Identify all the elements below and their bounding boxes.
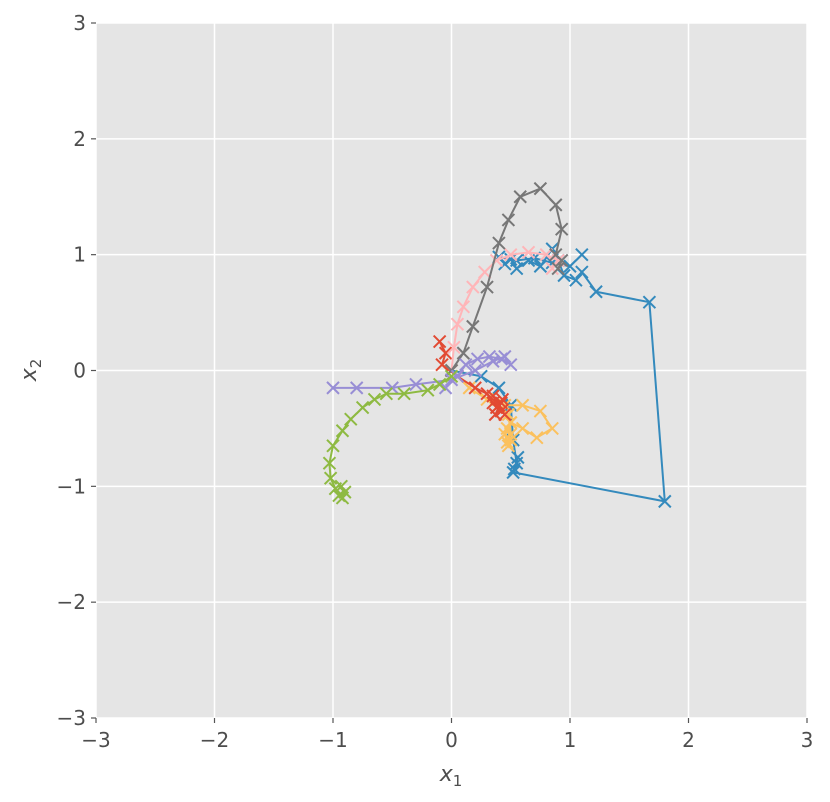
- data-point-marker: [501, 213, 516, 227]
- data-point-marker: [379, 386, 394, 401]
- y-tick-label: 3: [73, 11, 86, 35]
- data-point-marker: [549, 198, 563, 212]
- data-point-marker: [432, 377, 447, 392]
- data-point-marker: [447, 340, 461, 355]
- data-point-marker: [504, 415, 518, 430]
- data-point-marker: [477, 265, 492, 279]
- data-point-marker: [456, 346, 471, 360]
- data-point-marker: [488, 407, 503, 422]
- data-point-marker: [349, 381, 364, 395]
- data-point-marker: [554, 222, 569, 236]
- data-point-marker: [355, 400, 370, 415]
- y-axis-label: x2: [17, 359, 45, 383]
- x-tick-label: 2: [682, 728, 695, 752]
- x-axis-label: x1: [439, 762, 463, 790]
- data-point-marker: [456, 300, 471, 314]
- data-point-marker: [492, 381, 506, 395]
- y-axis-label-sub: 2: [27, 359, 45, 369]
- data-point-marker: [515, 398, 530, 412]
- data-point-marker: [569, 273, 583, 287]
- data-point-marker: [642, 295, 657, 309]
- data-point-marker: [533, 181, 548, 196]
- data-point-marker: [563, 259, 577, 273]
- data-point-marker: [504, 247, 518, 262]
- data-point-marker: [323, 471, 338, 485]
- data-point-marker: [344, 412, 358, 426]
- data-point-marker: [326, 439, 340, 453]
- x-tick-label: 1: [564, 728, 577, 752]
- data-point-marker: [470, 352, 485, 366]
- y-tick-label: −2: [57, 590, 86, 614]
- data-point-marker: [495, 392, 510, 407]
- data-point-marker: [507, 462, 522, 476]
- data-point-marker: [334, 479, 349, 494]
- data-point-marker: [575, 265, 589, 279]
- data-point-marker: [435, 358, 449, 372]
- x-tick-label: −2: [200, 728, 229, 752]
- data-point-marker: [322, 456, 337, 470]
- data-point-marker: [589, 285, 603, 299]
- data-point-marker: [466, 319, 480, 334]
- x-axis-label-main: x: [439, 762, 454, 787]
- y-axis-label-main: x: [17, 367, 42, 382]
- data-point-marker: [506, 465, 520, 480]
- data-point-marker: [326, 381, 340, 395]
- data-point-marker: [498, 407, 512, 422]
- data-point-marker: [462, 381, 476, 395]
- data-point-marker: [444, 369, 459, 383]
- data-point-marker: [468, 381, 482, 395]
- data-point-marker: [533, 259, 548, 273]
- data-point-marker: [450, 317, 465, 331]
- data-point-marker: [504, 358, 518, 372]
- x-tick-label: −1: [318, 728, 347, 752]
- data-point-marker: [575, 247, 589, 262]
- data-point-marker: [554, 253, 569, 268]
- data-point-marker: [486, 389, 500, 403]
- data-point-marker: [409, 377, 423, 392]
- data-point-marker: [486, 354, 500, 368]
- y-tick-label: 2: [73, 127, 86, 151]
- data-point-marker: [521, 245, 536, 260]
- data-point-marker: [459, 358, 473, 372]
- data-point-marker: [513, 190, 527, 204]
- data-point-marker: [545, 421, 559, 436]
- series-7: [322, 369, 459, 505]
- data-point-marker: [480, 280, 494, 294]
- x-axis-label-sub: 1: [453, 772, 463, 790]
- data-point-marker: [335, 424, 350, 438]
- data-point-marker: [511, 450, 525, 465]
- x-tick-label: 0: [445, 728, 458, 752]
- data-point-marker: [539, 247, 554, 262]
- data-point-marker: [530, 430, 544, 445]
- data-point-marker: [492, 236, 506, 250]
- y-tick-label: −1: [57, 474, 86, 498]
- ticks: −3 −2 −1 0 1 2 3 −3 −2 −1 0 1 2 3: [57, 11, 814, 752]
- data-point-marker: [421, 383, 435, 397]
- data-point-marker: [504, 427, 518, 441]
- y-tick-label: −3: [57, 706, 86, 730]
- x-tick-label: −3: [81, 728, 110, 752]
- data-point-marker: [500, 435, 514, 450]
- data-point-marker: [551, 261, 565, 276]
- data-point-marker: [438, 346, 453, 360]
- data-point-marker: [444, 373, 459, 387]
- data-point-marker: [468, 363, 482, 378]
- y-tick-label: 0: [73, 359, 86, 383]
- series-layer: [322, 181, 672, 509]
- data-point-marker: [515, 421, 530, 436]
- x-tick-label: 3: [801, 728, 814, 752]
- data-point-marker: [432, 334, 447, 349]
- data-point-marker: [658, 494, 672, 509]
- data-point-marker: [533, 404, 548, 418]
- data-point-marker: [466, 280, 480, 294]
- y-tick-label: 1: [73, 243, 86, 267]
- data-point-marker: [367, 392, 382, 407]
- data-point-marker: [397, 386, 411, 401]
- data-point-marker: [498, 349, 512, 364]
